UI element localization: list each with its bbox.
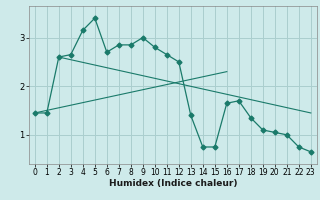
X-axis label: Humidex (Indice chaleur): Humidex (Indice chaleur): [108, 179, 237, 188]
